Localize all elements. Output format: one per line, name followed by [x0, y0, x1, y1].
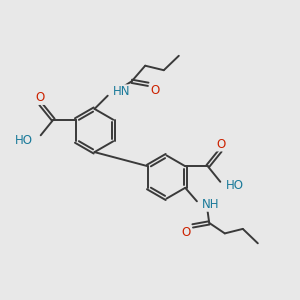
Text: O: O [182, 226, 191, 239]
Text: HO: HO [15, 134, 33, 147]
Text: O: O [150, 84, 159, 98]
Text: NH: NH [202, 198, 219, 211]
Text: HO: HO [226, 179, 244, 192]
Text: HN: HN [112, 85, 130, 98]
Text: O: O [216, 137, 226, 151]
Text: O: O [35, 91, 45, 104]
